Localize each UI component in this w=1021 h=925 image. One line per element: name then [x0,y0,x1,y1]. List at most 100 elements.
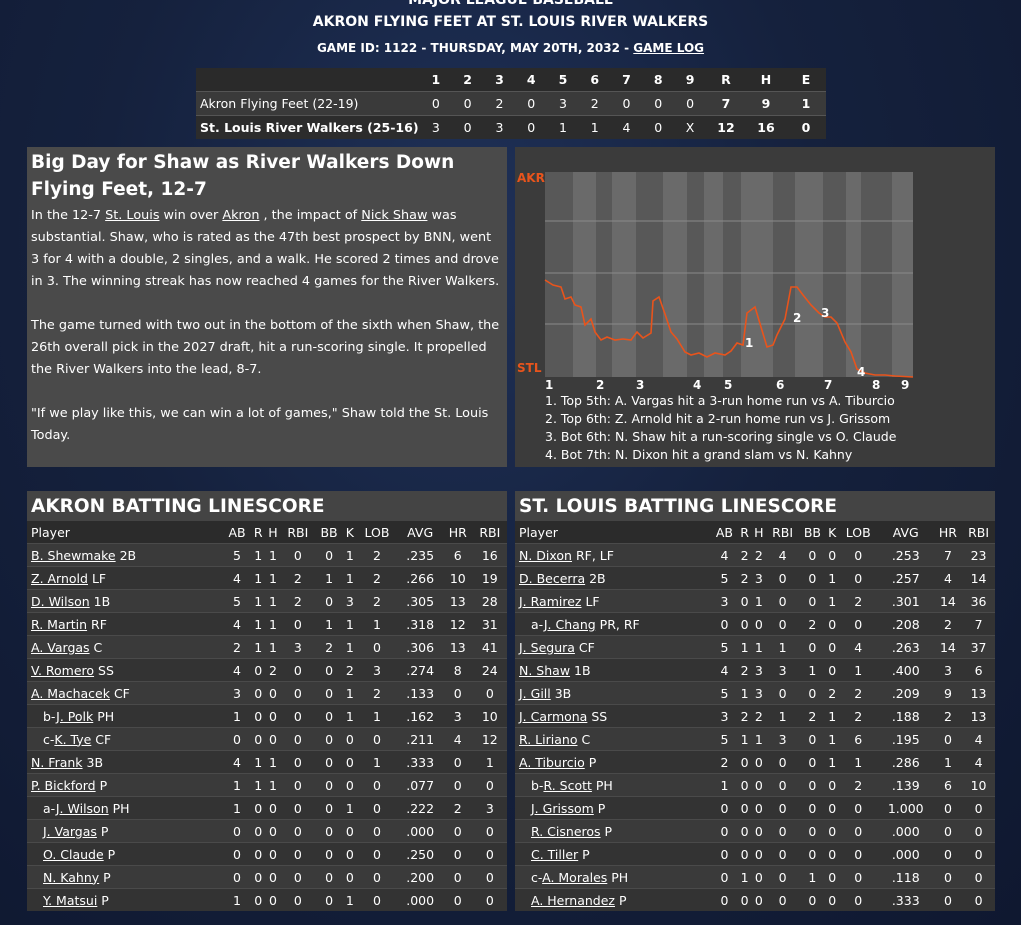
stl-batting-header: Player AB R H RBI BB K LOB AVG HR RBI [515,521,995,544]
stat-cell: 0 [711,842,738,866]
batting-col-header: K [343,521,357,544]
linescore-col-header: 4 [515,68,548,92]
stat-cell: 0 [838,819,878,843]
stat-cell: 0 [798,727,826,751]
st-louis-link[interactable]: St. Louis [105,208,160,223]
player-link[interactable]: N. Shaw [519,662,571,678]
stat-cell: 1 [343,635,357,659]
stat-cell: 2 [737,543,752,567]
linescore-cell: 3 [547,91,579,116]
player-link[interactable]: P. Bickford [31,777,96,793]
stat-cell: 1 [798,658,826,682]
game-id-text: GAME ID: 1122 - THURSDAY, MAY 20TH, 2032… [316,41,634,55]
player-link[interactable]: N. Frank [31,754,83,770]
batting-col-header: Player [27,521,223,544]
stat-cell: .286 [877,750,934,774]
stat-cell: 0 [838,612,878,636]
player-position: PH [93,708,115,724]
stat-cell: 0 [315,796,344,820]
player-link[interactable]: J. Carmona [519,708,588,724]
stat-cell: 1 [825,750,839,774]
stat-cell: .333 [397,750,443,774]
batter-row: J. Segura CF 5 1 1 1 0 0 4.263 14 37 [515,635,995,659]
player-link[interactable]: R. Cisneros [531,823,601,839]
batter-row: B. Shewmake 2B 5 1 1 0 0 1 2.235 6 16 [27,543,507,567]
key-plays-list: 1. Top 5th: A. Vargas hit a 3-run home r… [545,392,896,464]
linescore-cell: 1 [547,115,579,139]
stat-cell: 4 [223,612,252,636]
linescore-cell: 16 [746,115,786,139]
sub-prefix: a- [43,800,56,816]
akron-link[interactable]: Akron [222,208,260,223]
player-link[interactable]: R. Martin [31,616,88,632]
player-link[interactable]: A. Tiburcio [519,754,585,770]
stat-cell: .077 [397,773,443,797]
player-link[interactable]: J. Gill [519,685,551,701]
player-link[interactable]: Y. Matsui [43,892,98,908]
player-link[interactable]: J. Chang [543,616,596,632]
linescore-col-header: H [746,68,786,92]
player-link[interactable]: J. Polk [56,708,94,724]
stat-cell: .305 [397,589,443,613]
player-link[interactable]: A. Morales [542,869,608,885]
stat-cell: 6 [962,658,995,682]
player-link[interactable]: V. Romero [31,662,95,678]
linescore-row: St. Louis River Walkers (25-16) 3 0 3 0 1 1 4 0 X… [196,115,826,139]
stat-cell: 1 [315,612,344,636]
player-position: P [584,754,597,770]
player-link[interactable]: D. Wilson [31,593,90,609]
player-link[interactable]: J. Ramirez [519,593,582,609]
story-text: win over [159,208,223,223]
stat-cell: 0 [751,888,767,911]
player-link[interactable]: A. Vargas [31,639,90,655]
win-probability-chart: AKR STL 1 2 3 4 1 2 3 4 5 6 7 8 9 [517,171,914,392]
player-link[interactable]: A. Hernandez [531,892,615,908]
player-link[interactable]: R. Scott [543,777,592,793]
nick-shaw-link[interactable]: Nick Shaw [361,208,428,223]
player-link[interactable]: D. Becerra [519,570,586,586]
stat-cell: 5 [223,589,252,613]
akron-batting-title: AKRON BATTING LINESCORE [27,491,507,521]
player-link[interactable]: R. Liriano [519,731,578,747]
player-link[interactable]: B. Shewmake [31,547,116,563]
stat-cell: 0 [442,888,473,911]
batter-cell: N. Dixon RF, LF [515,543,711,567]
player-link[interactable]: N. Kahny [43,869,100,885]
batter-row: A. Machacek CF 3 0 0 0 0 1 2.133 0 0 [27,681,507,705]
game-log-link[interactable]: GAME LOG [633,41,705,55]
linescore-col-header: 9 [674,68,706,92]
player-link[interactable]: J. Segura [519,639,575,655]
player-link[interactable]: J. Grissom [531,800,594,816]
inning-tick-label: 7 [824,378,832,392]
stl-batting-table: Player AB R H RBI BB K LOB AVG HR RBI N. Dixon RF,… [515,521,995,911]
player-link[interactable]: J. Vargas [43,823,97,839]
stat-cell: 1 [356,612,398,636]
linescore-row: Akron Flying Feet (22-19) 0 0 2 0 3 2 0 0 0 7 9 1 [196,91,826,116]
stat-cell: 0 [798,681,826,705]
player-link[interactable]: C. Tiller [531,846,579,862]
stat-cell: 0 [223,865,252,889]
stat-cell: 0 [315,681,344,705]
player-link[interactable]: J. Wilson [55,800,109,816]
player-link[interactable]: K. Tye [54,731,92,747]
player-link[interactable]: N. Dixon [519,547,572,563]
stat-cell: 3 [711,704,738,728]
player-position: RF [87,616,107,632]
player-link[interactable]: O. Claude [43,846,104,862]
stat-cell: 0 [280,704,315,728]
story-paragraph-1: In the 12-7 St. Louis win over Akron , t… [31,205,503,293]
inning-tick-label: 9 [901,378,909,392]
linescore-cell: 1 [786,91,826,116]
stat-cell: 14 [933,589,963,613]
player-position: PH [607,869,629,885]
key-play-item: 1. Top 5th: A. Vargas hit a 3-run home r… [545,393,895,408]
stat-cell: 1 [825,589,839,613]
stat-cell: 0 [838,888,878,911]
stat-cell: 0 [280,750,315,774]
batter-cell: c-K. Tye CF [27,727,223,751]
batter-cell: A. Machacek CF [27,681,223,705]
batting-col-header: Player [515,521,711,544]
stat-cell: 24 [472,658,507,682]
player-link[interactable]: A. Machacek [31,685,110,701]
player-link[interactable]: Z. Arnold [31,570,88,586]
